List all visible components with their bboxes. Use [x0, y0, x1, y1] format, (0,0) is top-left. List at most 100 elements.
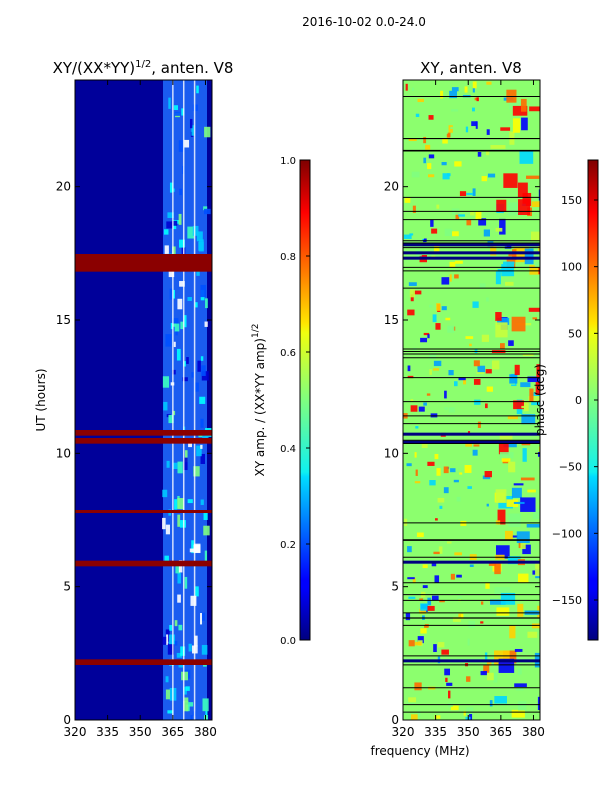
- phase-cell: [427, 334, 430, 339]
- phase-cell: [448, 407, 455, 413]
- phase-cell: [507, 556, 521, 565]
- phase-cell: [464, 86, 468, 93]
- amplitude-cell: [177, 498, 185, 510]
- amplitude-title-main: XY/(XX*YY): [53, 59, 136, 77]
- phase-cell: [511, 316, 526, 332]
- amplitude-cell: [176, 348, 181, 361]
- phase-y-tick-label: 10: [384, 446, 399, 460]
- phase-cell: [508, 254, 516, 257]
- phase-cell: [428, 304, 433, 308]
- phase-cell: [466, 219, 472, 226]
- phase-cell: [451, 109, 459, 112]
- phase-cell: [497, 317, 510, 325]
- phase-cell: [431, 228, 438, 234]
- phase-flag-line: [403, 432, 540, 436]
- amplitude-cell: [178, 213, 182, 225]
- amp-x-tick-label: 320: [64, 725, 87, 739]
- amplitude-cell: [199, 396, 206, 404]
- phase-cell: [517, 701, 527, 711]
- phase-cell: [409, 233, 414, 236]
- amplitude-colorbar: 0.0 0.2 0.4 0.6 0.8 1.0 XY amp. / (XX*YY amp)…: [251, 156, 311, 647]
- phase-cell: [538, 242, 540, 255]
- phase-cell: [417, 636, 424, 644]
- phase-cell: [477, 421, 481, 428]
- phase-cell: [516, 531, 530, 544]
- amplitude-cell: [172, 246, 176, 259]
- phase-cell: [516, 687, 524, 691]
- amplitude-cell: [167, 212, 174, 218]
- phase-cell: [465, 126, 469, 133]
- phase-cell: [476, 97, 479, 102]
- amplitude-cell: [189, 548, 194, 553]
- phase-cell: [466, 676, 471, 682]
- phase-colorbar-label: phase (deg): [533, 364, 547, 436]
- amplitude-cell: [168, 634, 176, 645]
- phase-cell: [464, 465, 472, 473]
- amplitude-cell: [169, 624, 173, 631]
- phase-cell: [437, 497, 445, 503]
- phase-cell: [469, 564, 474, 567]
- phase-colorbar-tick-label: −100: [552, 527, 582, 540]
- phase-cell: [453, 381, 458, 387]
- phase-cell: [500, 592, 516, 605]
- phase-cell: [503, 173, 518, 188]
- phase-cell: [480, 601, 484, 605]
- amplitude-flag-line: [75, 563, 212, 567]
- amplitude-cell: [162, 489, 168, 498]
- phase-cell: [470, 210, 475, 216]
- phase-cell: [441, 306, 447, 311]
- amplitude-flag-line: [75, 560, 212, 564]
- phase-cell: [422, 564, 428, 569]
- phase-cell: [461, 614, 464, 619]
- phase-cell: [474, 399, 481, 405]
- phase-cell: [435, 518, 438, 521]
- phase-cell: [445, 677, 448, 683]
- phase-cell: [494, 587, 511, 595]
- phase-cell: [520, 497, 536, 512]
- phase-x-axis: 320 335 350 365 380: [392, 80, 545, 739]
- amplitude-title-suffix: , anten. V8: [151, 59, 233, 77]
- phase-cell: [434, 715, 441, 719]
- amplitude-cell: [200, 356, 204, 361]
- phase-cell: [412, 578, 416, 584]
- amplitude-cell: [202, 432, 209, 440]
- phase-cell: [513, 400, 524, 410]
- phase-cell: [496, 607, 510, 616]
- phase-cell: [444, 228, 452, 237]
- phase-cell: [439, 600, 445, 603]
- amplitude-cell: [179, 520, 187, 528]
- phase-flag-line: [403, 251, 540, 255]
- phase-cell: [494, 696, 507, 704]
- phase-cell: [454, 260, 463, 264]
- phase-cell: [503, 261, 515, 265]
- phase-cell: [408, 282, 417, 286]
- phase-cell: [408, 697, 417, 703]
- phase-panel: XY, anten. V8 320 335 350 365 380 0 5 10 15 20: [384, 59, 545, 739]
- amplitude-flag-line: [75, 432, 212, 436]
- phase-cell: [458, 613, 463, 618]
- phase-cell: [517, 668, 522, 675]
- phase-cell: [529, 106, 540, 112]
- amplitude-cell: [185, 686, 190, 691]
- phase-cell: [466, 707, 474, 715]
- amplitude-cell: [165, 676, 169, 683]
- phase-cell: [435, 323, 441, 330]
- amplitude-cell: [172, 369, 176, 375]
- phase-cell: [511, 709, 525, 718]
- phase-cell: [526, 175, 540, 179]
- phase-cell: [472, 449, 478, 456]
- phase-cell: [489, 700, 493, 707]
- phase-cell: [497, 509, 506, 525]
- amplitude-cell: [163, 401, 168, 411]
- phase-cell: [485, 582, 490, 589]
- phase-cell: [477, 151, 482, 157]
- amplitude-cell: [173, 341, 176, 348]
- amplitude-cell: [169, 182, 174, 193]
- phase-cell: [538, 446, 540, 457]
- phase-cell: [528, 307, 540, 312]
- phase-cell: [443, 487, 449, 494]
- phase-cell: [458, 377, 466, 381]
- amp-y-tick-label: 10: [56, 446, 71, 460]
- amplitude-cell: [193, 544, 201, 553]
- phase-cell: [486, 503, 489, 507]
